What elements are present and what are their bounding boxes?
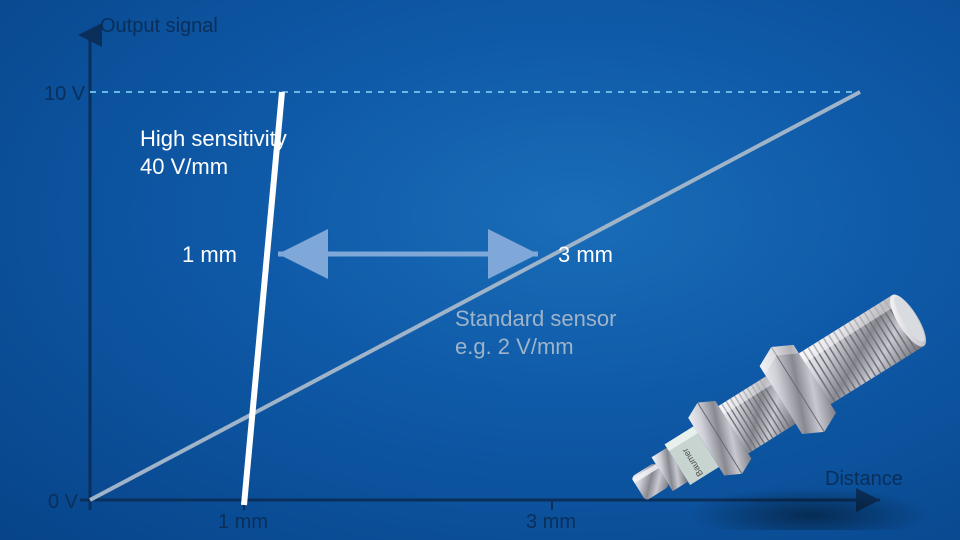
high-sensitivity-label2: 40 V/mm — [140, 154, 228, 179]
range-from-label: 1 mm — [182, 242, 237, 267]
x-tick-3mm: 3 mm — [526, 511, 576, 530]
y-tick-10v: 10 V — [44, 83, 86, 105]
range-to-label: 3 mm — [558, 242, 613, 267]
y-tick-0v: 0 V — [48, 491, 79, 513]
high-sensitivity-line — [244, 92, 282, 505]
standard-sensor-label1: Standard sensor — [455, 306, 616, 331]
x-tick-1mm: 1 mm — [218, 511, 268, 530]
x-axis-label: Distance — [825, 468, 903, 490]
y-axis-label: Output signal — [100, 15, 218, 37]
high-sensitivity-label1: High sensitivity — [140, 126, 287, 151]
standard-sensor-label2: e.g. 2 V/mm — [455, 334, 574, 359]
sensitivity-chart: Output signal Distance 0 V 10 V 1 mm 3 m… — [30, 10, 930, 530]
sensor-product-image: Baumer — [612, 273, 930, 530]
